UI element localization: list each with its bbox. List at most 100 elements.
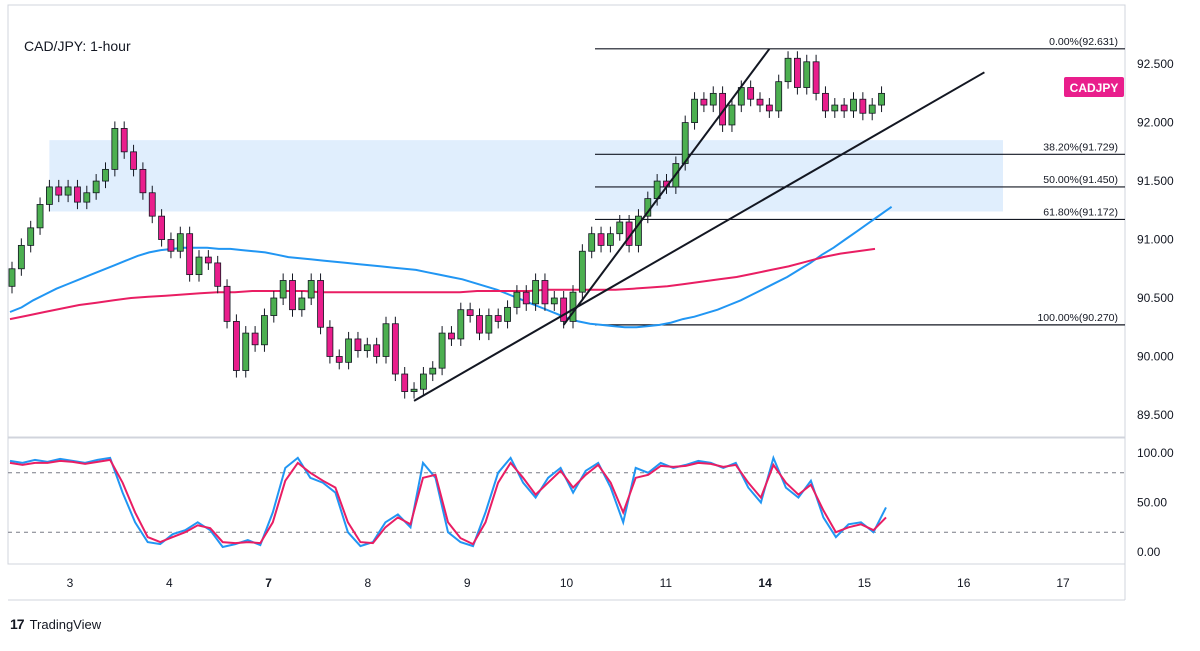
trendline	[562, 48, 771, 326]
candle-body	[111, 128, 119, 170]
candle-body	[373, 344, 381, 357]
candle-body	[635, 215, 642, 246]
fib-level-label: 38.20%(91.729)	[1043, 141, 1118, 153]
brand-label: TradingView	[29, 616, 102, 632]
symbol-badge: CADJPY	[1064, 77, 1124, 97]
candle-body	[307, 280, 315, 299]
candle-body	[120, 128, 128, 153]
candle-body	[700, 98, 708, 106]
time-axis: 3 4 7 8 9 10 11 14 15 16 17	[67, 576, 1070, 590]
fibonacci-layer: 0.00%(92.631) 38.20%(91.729) 50.00%(91.450…	[595, 36, 1125, 326]
candle-body	[457, 309, 465, 340]
candle-body	[504, 306, 511, 322]
candle-body	[130, 151, 137, 170]
oscillator-tick-label: 0.00	[1137, 545, 1161, 559]
candles-layer	[8, 51, 885, 399]
moving-average-line	[9, 247, 876, 321]
candle-body	[204, 256, 212, 264]
candle-body	[36, 204, 44, 229]
symbol-badge-label: CADJPY	[1070, 81, 1119, 95]
time-tick-label: 17	[1056, 576, 1070, 590]
candle-body	[92, 180, 100, 194]
candle-body	[794, 57, 801, 88]
candle-body	[391, 323, 399, 375]
price-tick-label: 91.500	[1137, 174, 1174, 188]
candle-body	[139, 168, 147, 194]
fib-level-label: 50.00%(91.450)	[1043, 174, 1118, 186]
candle-body	[317, 280, 324, 328]
candle-body	[17, 244, 25, 270]
candle-body	[214, 262, 222, 287]
tradingview-logo-icon: 17	[10, 616, 25, 632]
price-axis: 92.500 92.000 91.500 91.000 90.500 90.000 89.5…	[1137, 57, 1174, 422]
trendline-layer	[413, 48, 985, 402]
candle-body	[46, 186, 53, 205]
candle-body	[485, 315, 493, 334]
candle-body	[429, 367, 437, 375]
candle-body	[691, 98, 698, 124]
candle-body	[803, 61, 811, 88]
candle-body	[176, 233, 184, 252]
candle-body	[83, 192, 91, 203]
chart-title: CAD/JPY: 1-hour	[24, 38, 131, 54]
candle-body	[27, 227, 35, 246]
candle-body	[158, 215, 166, 240]
candle-body	[186, 233, 194, 276]
candle-body	[747, 87, 755, 100]
time-tick-label: 7	[265, 576, 272, 590]
candle-body	[55, 186, 63, 196]
candle-body	[242, 332, 250, 371]
candle-body	[578, 250, 586, 293]
candle-body	[831, 104, 839, 112]
time-tick-label: 11	[660, 576, 673, 590]
candle-body	[878, 92, 885, 106]
candle-body	[681, 122, 689, 164]
candle-body	[756, 98, 764, 106]
candle-body	[812, 61, 820, 94]
candle-body	[438, 332, 446, 369]
price-tick-label: 92.000	[1137, 116, 1174, 130]
candle-body	[728, 104, 736, 126]
candle-body	[345, 338, 353, 363]
candle-body	[784, 57, 792, 83]
candle-body	[410, 388, 418, 392]
main-pane	[7, 4, 1126, 438]
candle-body	[607, 233, 614, 246]
candle-body	[335, 356, 343, 363]
candle-body	[765, 104, 773, 112]
price-tick-label: 90.500	[1137, 291, 1174, 305]
candle-body	[261, 315, 268, 346]
candle-body	[419, 373, 427, 390]
time-tick-label: 14	[758, 576, 772, 590]
moving-average-layer	[9, 205, 893, 329]
candle-body	[382, 323, 390, 357]
candle-body	[363, 344, 371, 352]
candle-body	[775, 81, 783, 112]
candle-body	[616, 221, 624, 235]
candle-body	[569, 291, 577, 322]
fib-level-label: 0.00%(92.631)	[1049, 36, 1118, 48]
tradingview-brand[interactable]: 17 TradingView	[10, 616, 101, 632]
candle-body	[560, 297, 568, 322]
candle-body	[541, 280, 549, 305]
oscillator-pane	[7, 437, 1126, 565]
candle-body	[840, 104, 848, 112]
fib-level-label: 100.00%(90.270)	[1037, 312, 1118, 324]
candle-body	[466, 309, 474, 316]
time-tick-label: 8	[365, 576, 372, 590]
price-tick-label: 90.000	[1137, 349, 1174, 363]
time-tick-label: 15	[858, 576, 872, 590]
candle-body	[522, 291, 530, 305]
trendline	[413, 71, 985, 402]
resistance-zone-layer	[49, 140, 1003, 212]
time-tick-label: 10	[560, 576, 574, 590]
candle-body	[550, 297, 558, 305]
candle-body	[167, 239, 175, 252]
moving-average-line	[9, 205, 893, 329]
candle-body	[223, 285, 231, 322]
candle-body	[354, 338, 362, 352]
candle-body	[532, 280, 539, 305]
candle-body	[289, 280, 296, 311]
candle-body	[64, 186, 72, 196]
